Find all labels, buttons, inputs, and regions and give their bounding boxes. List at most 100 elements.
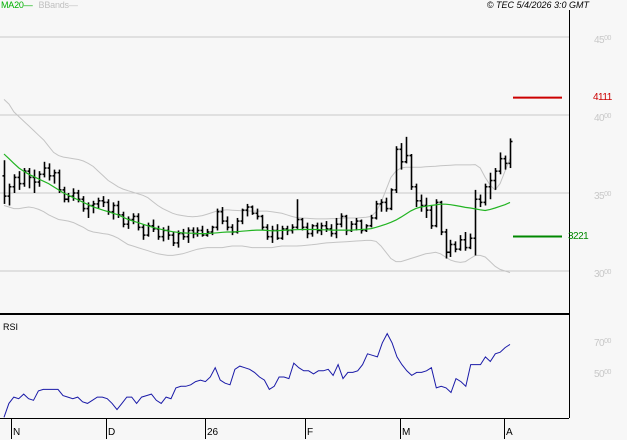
ohlc-bar bbox=[81, 196, 86, 212]
legend: MA20— BBands— bbox=[1, 0, 78, 11]
ohlc-bar bbox=[305, 222, 310, 239]
ohlc-bar bbox=[453, 241, 458, 253]
ohlc-bar bbox=[369, 214, 374, 228]
rsi-panel-title: RSI bbox=[3, 322, 19, 332]
time-tick-label: M bbox=[402, 427, 411, 438]
ohlc-bar bbox=[315, 222, 320, 234]
ohlc-bar bbox=[339, 213, 344, 228]
ohlc-bar bbox=[7, 183, 12, 206]
ohlc-bar bbox=[225, 216, 230, 231]
ohlc-bar bbox=[166, 225, 171, 240]
bband-lower-line bbox=[3, 205, 511, 274]
ohlc-bar bbox=[12, 174, 17, 193]
ohlc-bar bbox=[434, 199, 439, 228]
ohlc-bar bbox=[245, 203, 250, 217]
axis-tick-label: 3500 bbox=[594, 191, 611, 202]
ohlc-bar bbox=[275, 224, 280, 240]
ohlc-bar bbox=[463, 232, 468, 251]
ohlc-bar bbox=[265, 224, 270, 240]
ohlc-bar bbox=[195, 227, 200, 237]
ohlc-bar bbox=[111, 202, 116, 220]
time-tick-label: N bbox=[13, 427, 21, 438]
ohlc-bar bbox=[384, 197, 389, 212]
ohlc-bar bbox=[478, 194, 483, 208]
ma20-line bbox=[3, 153, 511, 235]
ohlc-bar bbox=[468, 233, 473, 250]
ohlc-bar bbox=[255, 208, 260, 220]
ohlc-bar bbox=[200, 225, 205, 237]
ohlc-bar bbox=[42, 161, 47, 178]
ohlc-bar bbox=[280, 225, 285, 240]
ohlc-bar bbox=[270, 225, 275, 243]
rsi-line bbox=[3, 332, 511, 418]
ohlc-bar bbox=[101, 196, 106, 208]
ohlc-bar bbox=[503, 155, 508, 170]
ohlc-bar bbox=[334, 217, 339, 239]
ohlc-bar bbox=[493, 168, 498, 190]
ohlc-bar bbox=[319, 222, 324, 236]
ohlc-bar bbox=[17, 171, 22, 190]
ohlc-bar bbox=[458, 235, 463, 251]
ohlc-bar bbox=[374, 200, 379, 220]
ohlc-bar bbox=[131, 213, 136, 225]
ohlc-bar bbox=[429, 205, 434, 229]
ohlc-bar bbox=[141, 224, 146, 240]
copyright-timestamp: © TEC 5/4/2026 3:0 GMT bbox=[486, 0, 589, 10]
ohlc-bar bbox=[488, 172, 493, 200]
ohlc-bar bbox=[444, 228, 449, 259]
resistance-level-label: 4111 bbox=[593, 91, 612, 103]
ohlc-bar bbox=[424, 197, 429, 218]
ohlc-bar bbox=[419, 194, 424, 212]
ohlc-bar bbox=[220, 207, 225, 225]
ohlc-bar bbox=[409, 154, 414, 190]
ohlc-bar bbox=[215, 208, 220, 231]
ohlc-bar bbox=[250, 205, 255, 215]
ohlc-bar bbox=[295, 199, 300, 229]
ohlc-bar bbox=[399, 143, 404, 170]
ohlc-bar bbox=[52, 169, 57, 184]
axis-tick-label: 3000 bbox=[594, 269, 611, 280]
time-tick-label: F bbox=[307, 427, 314, 438]
ohlc-bar bbox=[32, 169, 37, 193]
axis-tick-label: 4000 bbox=[594, 113, 611, 124]
ohlc-bar bbox=[389, 188, 394, 211]
axis-tick-label: 4500 bbox=[594, 35, 611, 46]
ohlc-bar bbox=[240, 208, 245, 225]
ohlc-bar bbox=[483, 183, 488, 206]
ohlc-bar bbox=[498, 152, 503, 175]
ohlc-bar bbox=[310, 224, 315, 237]
ohlc-bar bbox=[151, 219, 156, 232]
time-tick-label: D bbox=[108, 427, 116, 438]
ohlc-bar bbox=[62, 186, 67, 203]
time-tick-label: 26 bbox=[207, 427, 219, 438]
ohlc-bar bbox=[27, 168, 32, 189]
ohlc-bar bbox=[205, 228, 210, 237]
ohlc-bar bbox=[364, 224, 369, 232]
legend-ma20: MA20— bbox=[1, 0, 33, 10]
legend-bbands: BBands— bbox=[38, 0, 78, 10]
ohlc-bar bbox=[260, 214, 265, 231]
ohlc-bar bbox=[96, 197, 101, 209]
ohlc-bar bbox=[404, 136, 409, 164]
ohlc-bar bbox=[414, 183, 419, 208]
ohlc-bar bbox=[47, 163, 52, 181]
ohlc-bar bbox=[136, 213, 141, 231]
ohlc-bar bbox=[230, 224, 235, 236]
ohlc-bar bbox=[57, 169, 62, 193]
ohlc-bar bbox=[300, 217, 305, 231]
time-tick-label: A bbox=[506, 427, 513, 438]
ohlc-bar bbox=[126, 216, 131, 229]
ohlc-bar bbox=[121, 211, 126, 228]
ohlc-bar bbox=[176, 230, 181, 248]
axis-tick-label: 5000 bbox=[594, 369, 611, 380]
ohlc-bar bbox=[171, 232, 176, 247]
ohlc-bar bbox=[186, 227, 191, 243]
support-level-label: 3221 bbox=[568, 230, 589, 242]
axis-tick-label: 7000 bbox=[594, 338, 611, 349]
ohlc-bar bbox=[71, 188, 76, 201]
ohlc-bar bbox=[508, 138, 513, 169]
ohlc-bar bbox=[473, 189, 478, 256]
ohlc-bar bbox=[394, 146, 399, 193]
ohlc-bar bbox=[2, 160, 7, 204]
